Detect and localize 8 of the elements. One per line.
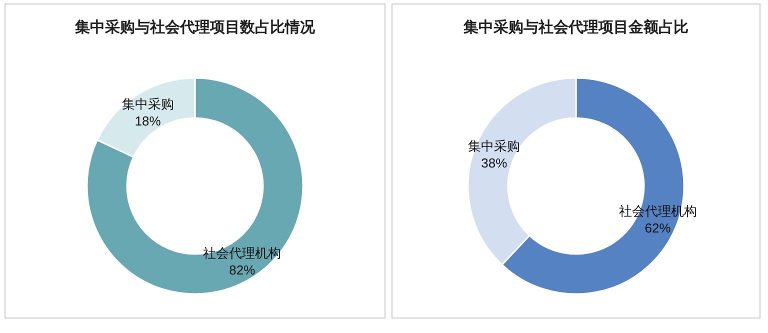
- data-label: 18%: [134, 114, 162, 129]
- slice-label: 集中采购: [122, 96, 174, 112]
- chart-title: 集中采购与社会代理项目金额占比: [462, 18, 688, 36]
- data-label: 62%: [644, 220, 672, 236]
- data-label: 82%: [229, 262, 256, 278]
- data-label: 38%: [481, 156, 508, 171]
- chart-title: 集中采购与社会代理项目数占比情况: [74, 19, 316, 36]
- slice-label: 集中采购: [468, 138, 520, 154]
